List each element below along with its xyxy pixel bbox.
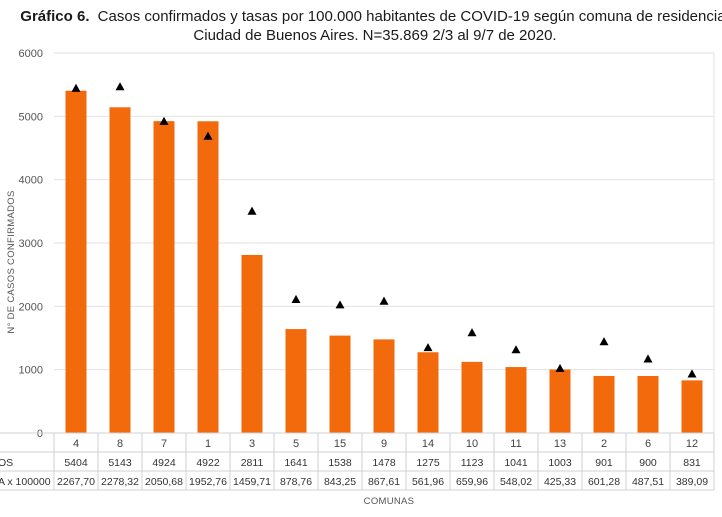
table-cell: 1003 — [548, 457, 572, 469]
rate-marker-comuna-13 — [555, 363, 565, 372]
x-category-label: 6 — [645, 438, 651, 450]
y-tick-label: 4000 — [19, 175, 43, 187]
table-cell: 601,28 — [588, 476, 620, 488]
bar-comuna-1 — [197, 121, 219, 434]
table-cell: 5404 — [64, 457, 88, 469]
chart-title-line-1: Gráfico 6. Casos confirmados y tasas por… — [20, 8, 722, 25]
table-cell: 843,25 — [324, 476, 356, 488]
bar-comuna-11 — [505, 367, 527, 433]
table-cell: 878,76 — [280, 476, 312, 488]
table-cell: 389,09 — [676, 476, 708, 488]
table-cell: 901 — [595, 457, 613, 469]
y-tick-label: 1000 — [19, 365, 43, 377]
bar-comuna-9 — [373, 339, 395, 433]
x-category-label: 2 — [601, 438, 607, 450]
table-cell: 548,02 — [500, 476, 532, 488]
rate-marker-comuna-15 — [335, 300, 345, 309]
table-cell: 1478 — [372, 457, 396, 469]
table-cell: 831 — [683, 457, 701, 469]
table-cell: 1641 — [284, 457, 308, 469]
table-cell: 4922 — [196, 457, 220, 469]
chart-title-text: Casos confirmados y tasas por 100.000 ha… — [98, 8, 722, 25]
x-category-label: 13 — [554, 438, 566, 450]
table-cell: 867,61 — [368, 476, 400, 488]
bar-comuna-15 — [329, 335, 351, 433]
chart-title-line-2: Ciudad de Buenos Aires. N=35.869 2/3 al … — [193, 27, 556, 44]
table-cell: 1123 — [461, 457, 484, 469]
x-category-label: 8 — [117, 438, 123, 450]
x-category-label: 12 — [686, 438, 698, 450]
bar-comuna-10 — [461, 361, 483, 433]
table-cell: 2278,32 — [101, 476, 139, 488]
table-cell: 2811 — [241, 457, 264, 469]
x-category-label: 14 — [422, 438, 434, 450]
table-cell: 1275 — [416, 457, 440, 469]
y-tick-label: 0 — [37, 428, 43, 440]
rate-marker-comuna-12 — [687, 369, 697, 378]
table-cell: 561,96 — [412, 476, 444, 488]
chart-title-prefix: Gráfico 6. — [20, 8, 89, 25]
bar-comuna-13 — [549, 369, 571, 433]
rate-marker-comuna-5 — [291, 294, 301, 304]
bar-comuna-14 — [417, 352, 439, 433]
y-axis-ticks: 0 1000 2000 3000 4000 5000 6000 — [19, 48, 43, 440]
rate-marker-comuna-11 — [511, 345, 521, 354]
y-tick-label: 2000 — [19, 301, 43, 313]
table-cell: 2267,70 — [57, 476, 95, 488]
x-category-label: 9 — [381, 438, 387, 450]
table-cell: 5143 — [108, 457, 132, 469]
rate-marker-comuna-1 — [203, 131, 213, 140]
rate-marker-comuna-2 — [599, 337, 609, 346]
bar-comuna-8 — [109, 107, 131, 433]
bar-comuna-4 — [65, 90, 87, 433]
x-category-label: 5 — [293, 438, 299, 450]
rate-marker-comuna-4 — [71, 83, 81, 92]
rate-marker-comuna-8 — [115, 82, 125, 91]
x-category-label: 4 — [73, 438, 79, 450]
bar-comuna-12 — [681, 380, 703, 433]
x-category-label: 15 — [334, 438, 346, 450]
x-category-label: 7 — [161, 438, 167, 450]
table-cell: 659,96 — [456, 476, 488, 488]
bar-comuna-6 — [637, 376, 659, 433]
x-category-label: 1 — [205, 438, 211, 450]
bars — [65, 90, 703, 434]
rate-markers — [71, 82, 697, 378]
table-row-header: A x 100000 — [0, 476, 51, 488]
rate-marker-comuna-14 — [423, 343, 433, 352]
table-cell: 425,33 — [544, 476, 576, 488]
table-cell: 487,51 — [632, 476, 664, 488]
table-cell: 1538 — [328, 457, 352, 469]
x-category-label: 11 — [510, 438, 521, 450]
bar-comuna-2 — [593, 375, 615, 433]
rate-marker-comuna-6 — [643, 354, 653, 363]
y-tick-label: 3000 — [19, 238, 43, 250]
rate-marker-comuna-7 — [159, 116, 169, 125]
bar-comuna-3 — [241, 254, 263, 433]
y-tick-label: 6000 — [19, 48, 43, 60]
table-cell: 1952,76 — [189, 476, 227, 488]
y-tick-label: 5000 — [19, 111, 43, 123]
x-category-label: 3 — [249, 438, 255, 450]
bar-comuna-7 — [153, 121, 175, 433]
x-axis-title: COMUNAS — [364, 496, 415, 507]
y-axis-title: N° DE CASOS CONFIRMADOS — [6, 190, 17, 333]
rate-marker-comuna-10 — [467, 328, 477, 337]
bar-comuna-5 — [285, 329, 307, 433]
table-cell: 4924 — [152, 457, 176, 469]
x-category-label: 10 — [466, 438, 478, 450]
table-cell: 1459,71 — [233, 476, 271, 488]
rate-marker-comuna-9 — [379, 296, 389, 305]
table-row-header: OS — [0, 457, 13, 469]
table-cell: 900 — [639, 457, 657, 469]
rate-marker-comuna-3 — [247, 206, 257, 215]
table-cell: 1041 — [504, 457, 528, 469]
table-cell: 2050,68 — [145, 476, 183, 488]
